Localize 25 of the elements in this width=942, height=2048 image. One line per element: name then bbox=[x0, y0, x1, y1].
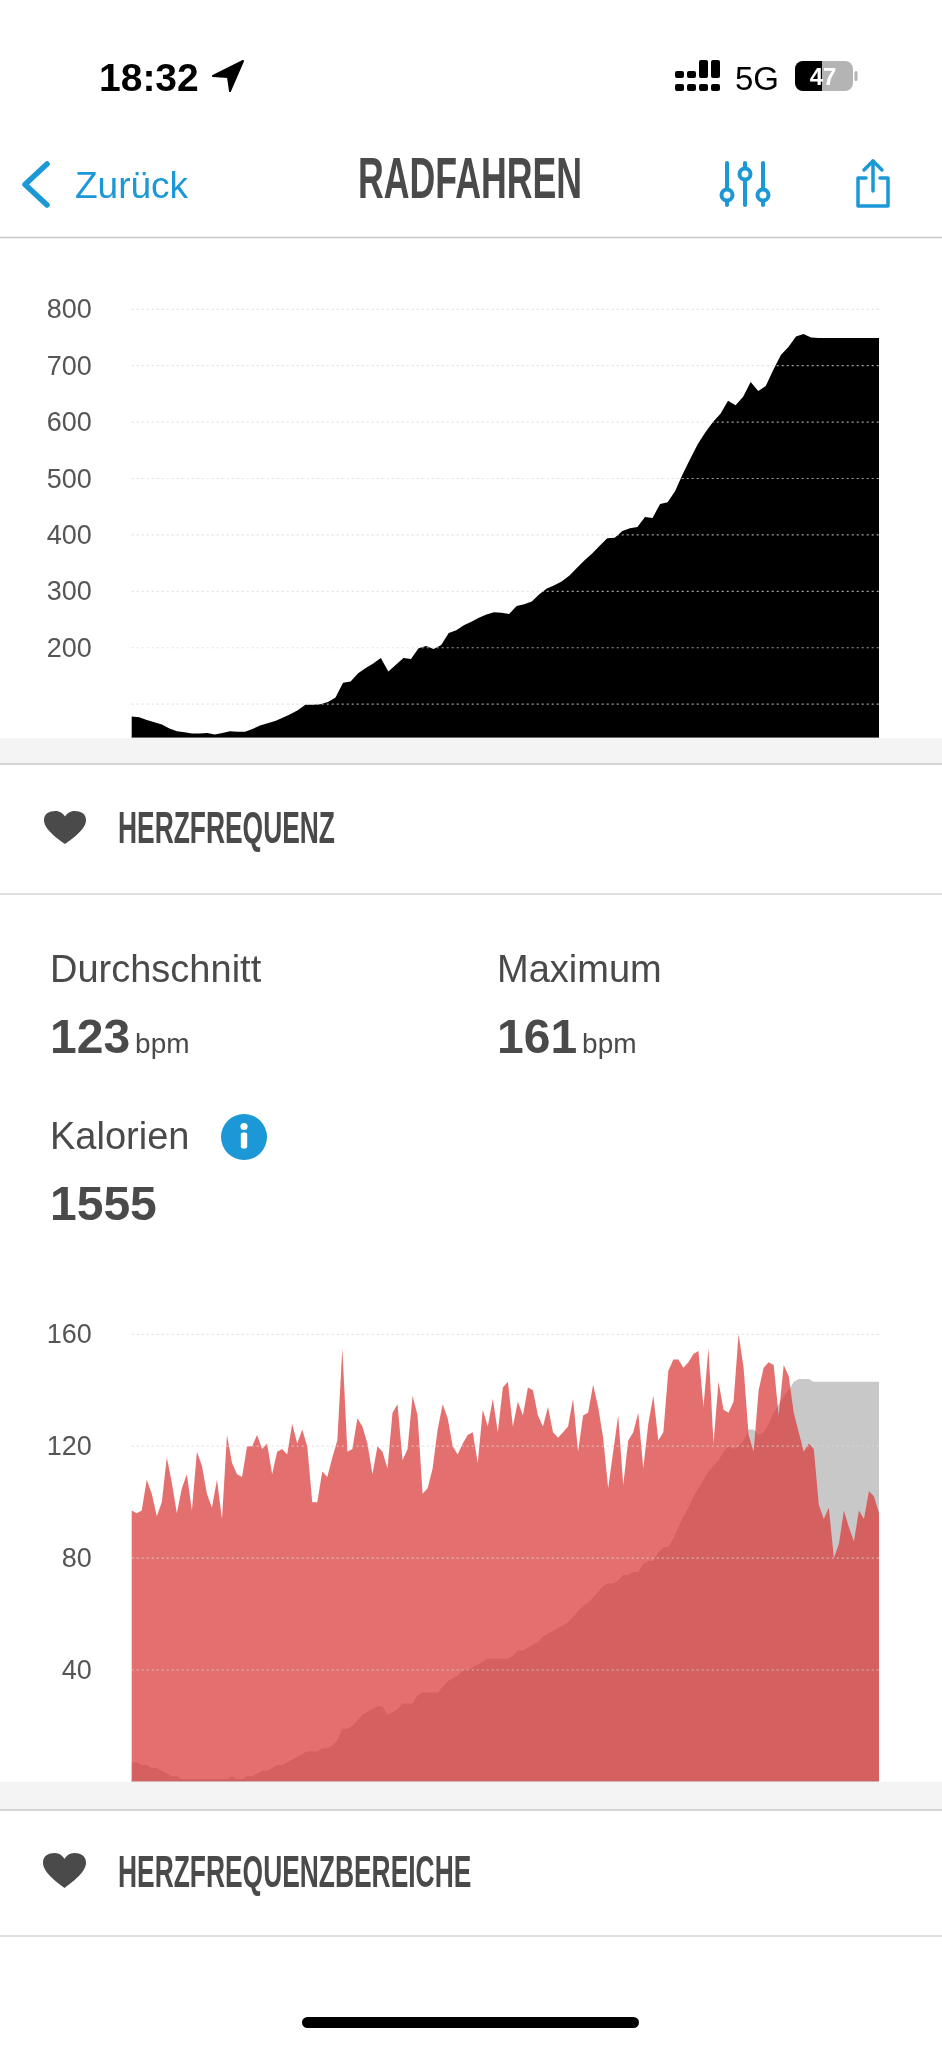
y-tick-label: 500 bbox=[46, 463, 92, 494]
y-tick-label: 200 bbox=[46, 632, 92, 663]
text: 123 bbox=[50, 1010, 131, 1063]
text: RADFAHREN bbox=[358, 145, 582, 211]
y-tick-label: 800 bbox=[46, 294, 92, 325]
text: bpm bbox=[135, 1028, 190, 1059]
text: 161 bbox=[497, 1010, 578, 1063]
text: 1555 bbox=[50, 1177, 157, 1230]
text: HERZFREQUENZBEREICHE bbox=[118, 1846, 472, 1897]
text: Zurück bbox=[75, 165, 189, 206]
y-tick-label: 300 bbox=[46, 576, 92, 607]
y-tick-label: 160 bbox=[46, 1319, 92, 1350]
text: bpm bbox=[582, 1028, 637, 1059]
y-tick-label: 120 bbox=[46, 1431, 92, 1462]
y-tick-label: 600 bbox=[46, 407, 92, 438]
y-tick-label: 40 bbox=[61, 1655, 92, 1685]
text: Durchschnitt bbox=[50, 948, 262, 990]
text: HERZFREQUENZ bbox=[118, 802, 335, 853]
text: Maximum bbox=[497, 948, 662, 990]
text: 18:32 bbox=[99, 56, 199, 99]
y-tick-label: 400 bbox=[46, 519, 92, 550]
text: 5G bbox=[735, 60, 780, 97]
y-tick-label: 80 bbox=[61, 1543, 92, 1574]
text: Kalorien bbox=[50, 1115, 190, 1157]
y-tick-label: 700 bbox=[46, 350, 92, 381]
